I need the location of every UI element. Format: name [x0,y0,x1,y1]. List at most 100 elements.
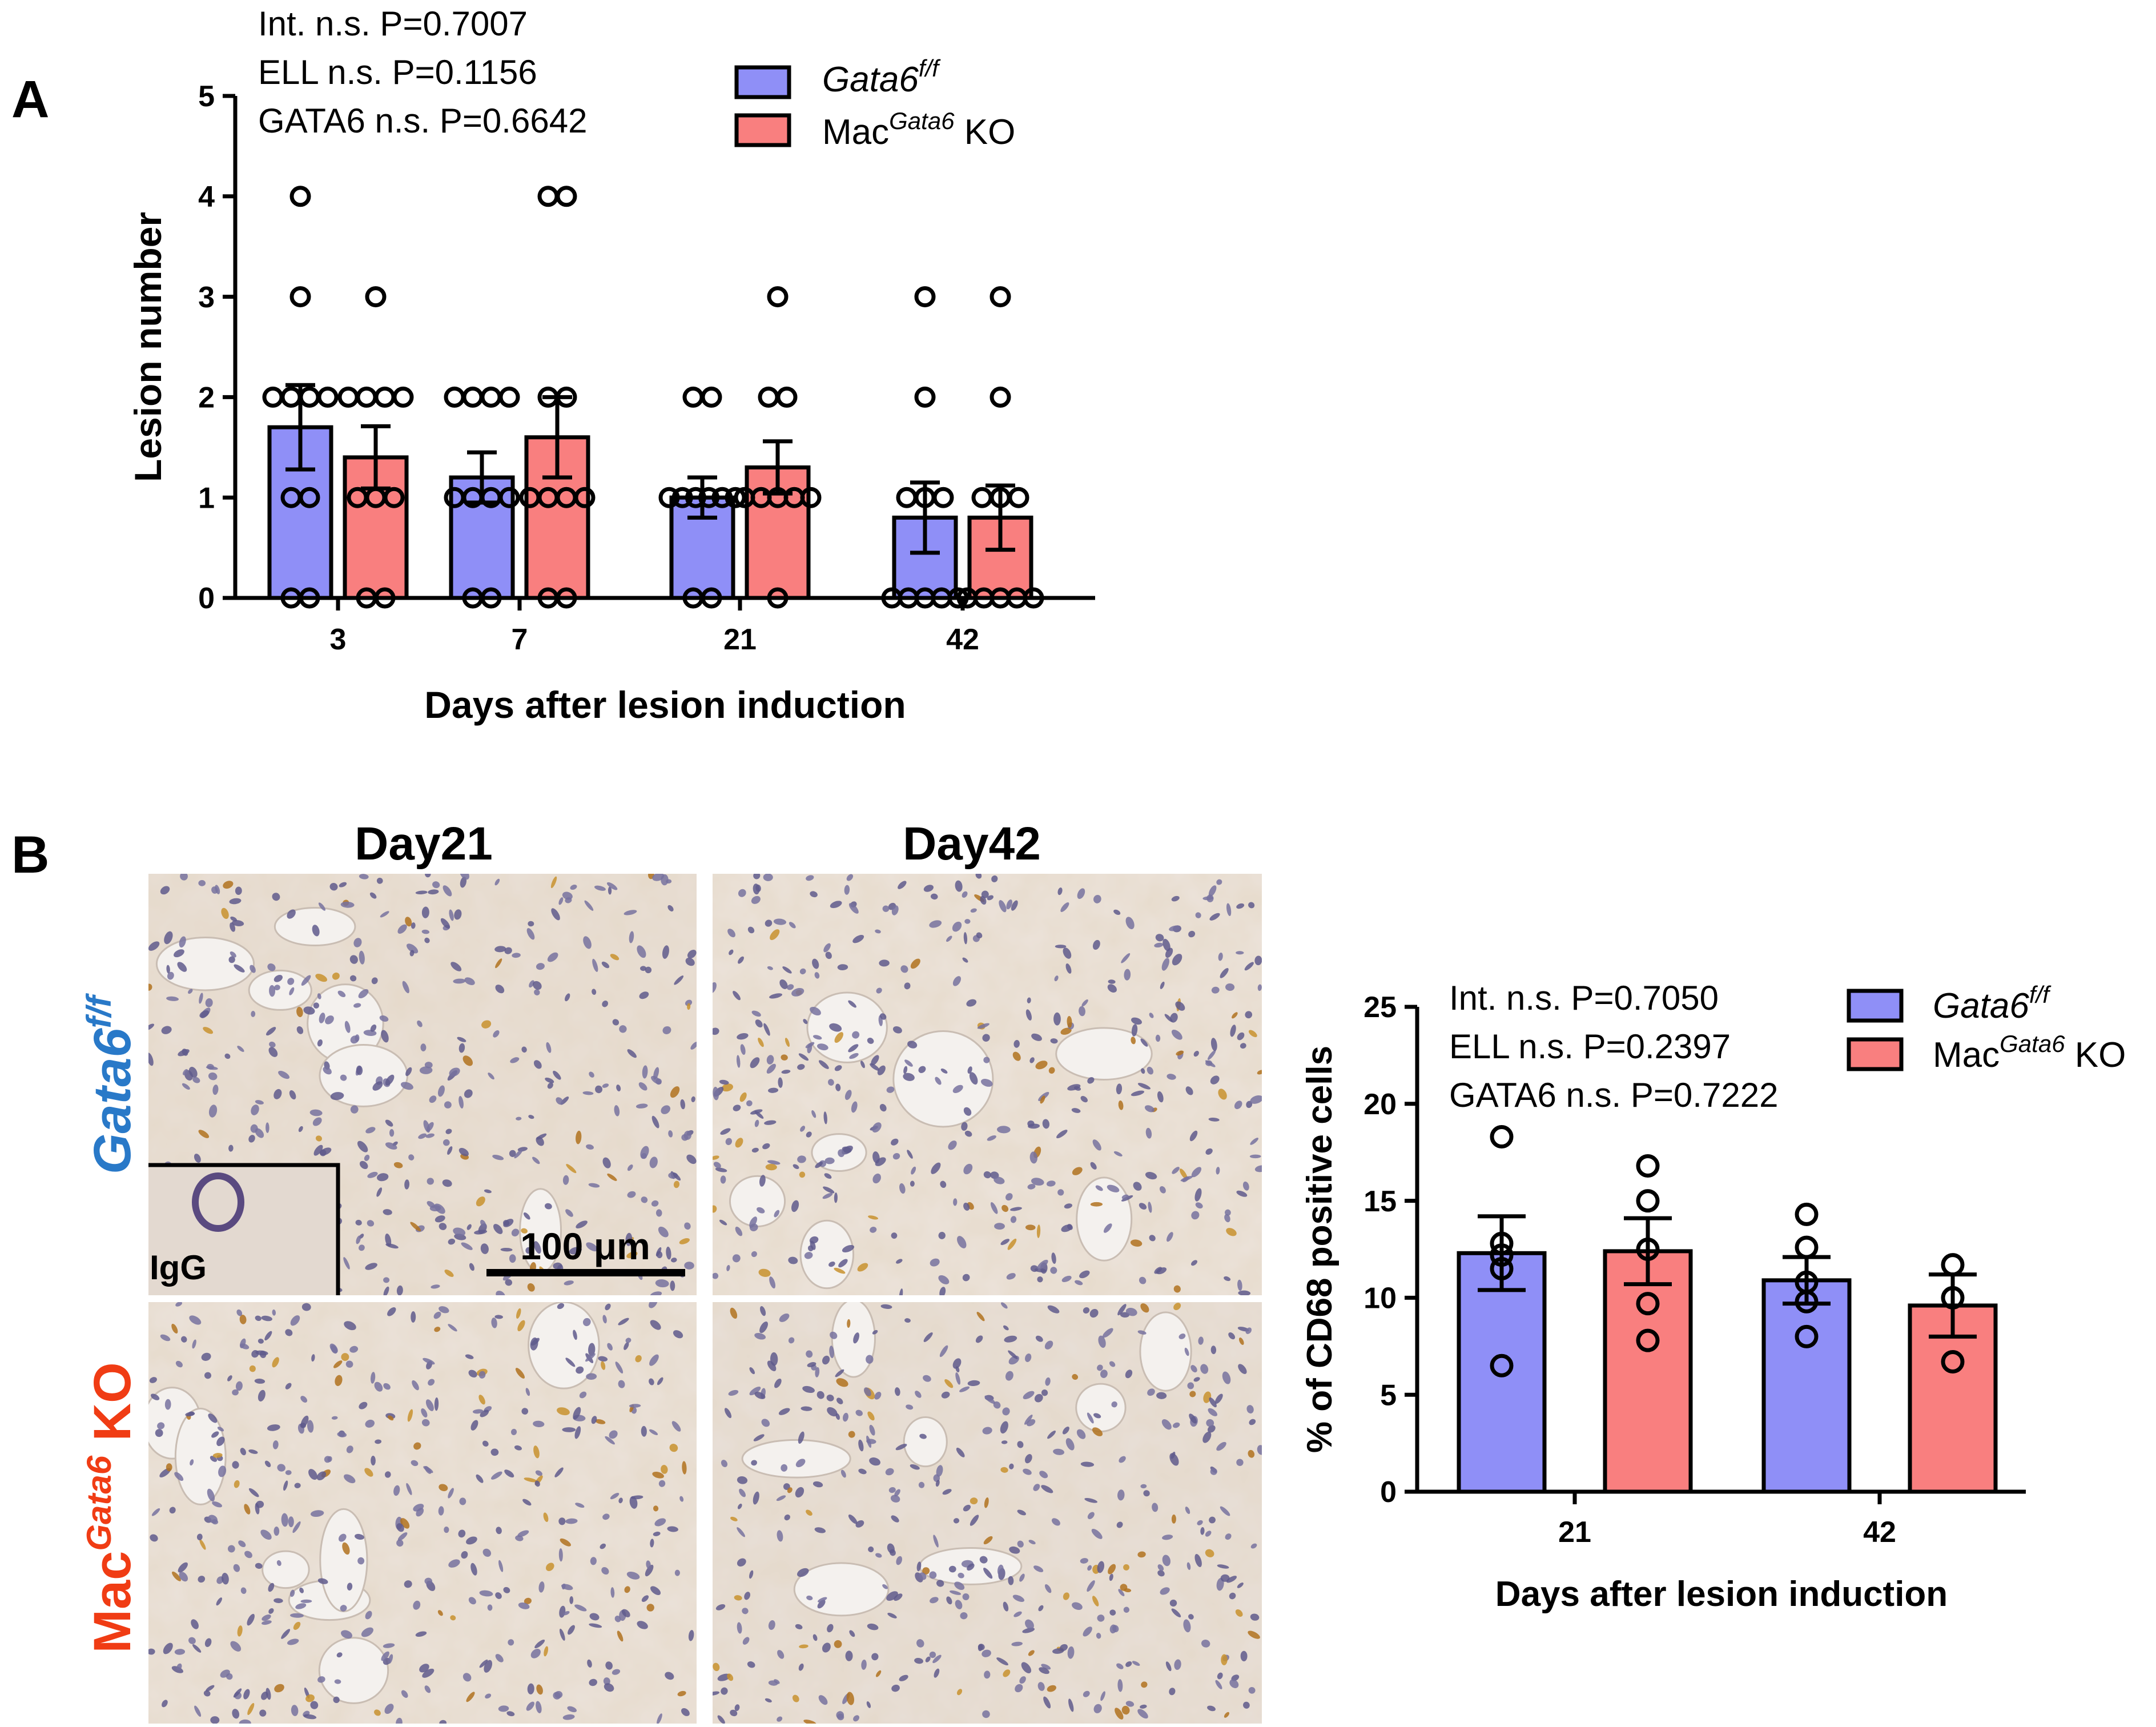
cell-nucleus [444,1101,452,1109]
cell-nucleus [1226,1576,1237,1583]
cell-nucleus [259,1709,267,1717]
cell-nucleus [661,1465,668,1474]
cell-nucleus [376,1173,389,1182]
cell-nucleus [573,1330,577,1340]
cell-nucleus [823,1186,835,1194]
cell-nucleus [940,1068,948,1074]
cell-nucleus [624,1342,629,1350]
cell-nucleus [493,1030,500,1038]
cell-nucleus [1008,1350,1018,1359]
cell-nucleus [740,1044,746,1055]
cell-nucleus [885,1468,894,1476]
cell-nucleus [273,985,280,991]
cell-nucleus [273,1526,280,1536]
cell-nucleus [904,1059,913,1067]
cell-nucleus [797,1064,805,1070]
cell-nucleus [299,1587,304,1593]
cell-nucleus [993,1176,1005,1184]
cell-nucleus [746,1100,753,1107]
cell-nucleus [669,1444,678,1452]
cell-nucleus [982,1710,990,1718]
cell-nucleus [602,1083,609,1088]
cell-nucleus [834,1065,842,1071]
cell-nucleus [1167,1074,1176,1080]
cell-nucleus [1160,981,1165,989]
data-point [1490,1354,1514,1377]
cell-nucleus [892,1152,900,1160]
cell-nucleus [1232,1012,1238,1019]
cell-nucleus [758,1037,764,1047]
cell-nucleus [719,1079,729,1085]
data-point [262,386,284,408]
cell-nucleus [375,1439,382,1444]
cell-nucleus [1092,1596,1099,1606]
cell-nucleus [192,1644,202,1653]
cell-nucleus [1003,1669,1011,1677]
cell-nucleus [218,1465,227,1477]
cell-nucleus [574,1604,587,1612]
cell-nucleus [668,1130,673,1138]
cell-nucleus [601,1567,609,1575]
cell-nucleus [491,1471,502,1480]
cell-nucleus [568,1625,575,1635]
cell-nucleus [1207,1425,1216,1433]
cell-nucleus [234,964,245,973]
cell-nucleus [235,886,242,895]
cell-nucleus [1013,1040,1020,1048]
cell-nucleus [369,892,377,899]
cell-nucleus [534,989,540,995]
data-point [1636,1292,1660,1316]
cell-nucleus [1215,1680,1222,1689]
cell-nucleus [423,1120,431,1133]
cell-nucleus [1100,1691,1105,1701]
cell-nucleus [525,1247,532,1254]
cell-nucleus [822,1642,831,1653]
cell-nucleus [963,1504,971,1512]
data-point [971,487,993,508]
cell-nucleus [1184,1347,1189,1356]
data-point [914,386,936,408]
cell-nucleus [1131,1024,1138,1037]
cell-nucleus [1008,1576,1014,1585]
cell-nucleus [260,1529,272,1540]
cell-nucleus [816,1391,824,1399]
cell-nucleus [538,1581,545,1593]
cell-nucleus [727,1673,734,1681]
cell-nucleus [157,1422,165,1429]
cell-nucleus [952,976,962,986]
cell-nucleus [203,1690,211,1697]
cell-nucleus [208,1072,218,1081]
cell-nucleus [1090,1162,1097,1170]
cell-nucleus [404,1179,410,1190]
cell-nucleus [1189,1130,1198,1142]
cell-nucleus [266,1027,276,1036]
cell-nucleus [914,1657,923,1664]
cell-nucleus [178,1562,188,1573]
cell-nucleus [834,1640,842,1648]
cell-nucleus [250,965,256,973]
cell-nucleus [517,1530,529,1537]
cell-nucleus [510,1057,520,1063]
cell-nucleus [891,1684,900,1692]
cell-nucleus [1155,1034,1161,1042]
data-point [800,487,822,508]
cell-nucleus [1162,1535,1173,1540]
cell-nucleus [855,1409,863,1416]
data-point [1490,1231,1514,1255]
cell-nucleus [470,1420,478,1431]
cell-nucleus [1205,1531,1212,1537]
cell-nucleus [317,1039,323,1047]
cell-nucleus [848,1431,855,1438]
cell-nucleus [528,1115,534,1119]
cell-nucleus [1012,1051,1021,1061]
cell-nucleus [211,1519,219,1525]
cell-nucleus [585,1353,596,1362]
cell-nucleus [962,957,968,963]
cell-nucleus [1240,1043,1246,1049]
cell-nucleus [1079,1006,1085,1017]
cell-nucleus [869,1457,880,1466]
cell-nucleus [1144,1105,1155,1112]
cell-nucleus [383,1209,392,1215]
cell-nucleus [749,1570,754,1579]
data-point [498,386,520,408]
